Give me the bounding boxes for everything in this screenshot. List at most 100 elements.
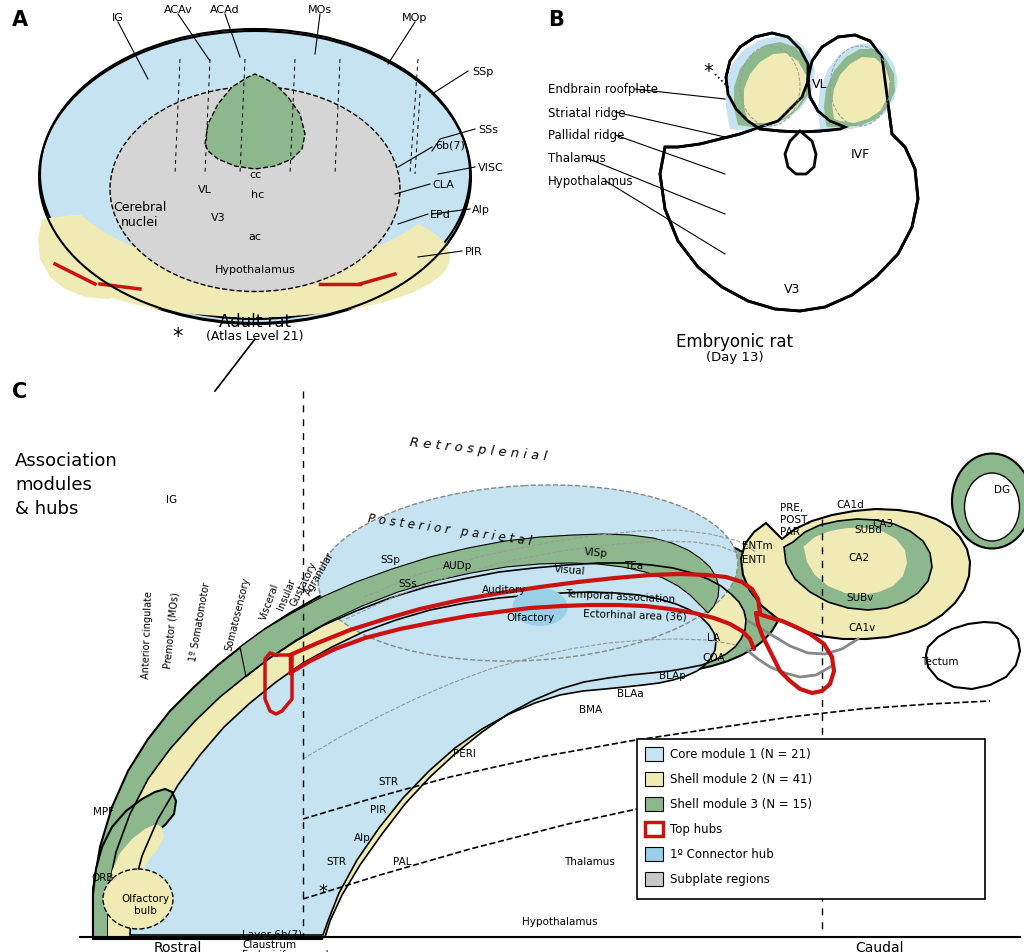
Text: CA1d: CA1d bbox=[836, 500, 864, 509]
Text: ENTl: ENTl bbox=[742, 554, 766, 565]
Text: MOs: MOs bbox=[308, 5, 332, 15]
Text: Anterior cingulate: Anterior cingulate bbox=[141, 590, 155, 679]
FancyBboxPatch shape bbox=[637, 739, 985, 899]
Polygon shape bbox=[726, 37, 815, 132]
Text: Pallidal ridge: Pallidal ridge bbox=[548, 129, 625, 143]
Text: ACAd: ACAd bbox=[210, 5, 240, 15]
Text: Gustatory: Gustatory bbox=[289, 560, 319, 607]
Text: *: * bbox=[703, 63, 713, 82]
Text: MOp: MOp bbox=[402, 13, 428, 23]
Text: Core module 1 (N = 21): Core module 1 (N = 21) bbox=[670, 747, 811, 761]
Text: DG: DG bbox=[994, 485, 1010, 494]
Text: POST,: POST, bbox=[780, 514, 811, 525]
Ellipse shape bbox=[318, 486, 737, 662]
Bar bbox=[645, 847, 663, 862]
Text: Claustrum: Claustrum bbox=[242, 939, 296, 949]
Ellipse shape bbox=[40, 35, 470, 325]
Text: Layer 6b(7): Layer 6b(7) bbox=[242, 929, 302, 939]
Text: Adult rat: Adult rat bbox=[219, 312, 291, 330]
Ellipse shape bbox=[965, 473, 1020, 542]
Polygon shape bbox=[803, 528, 907, 595]
Polygon shape bbox=[130, 592, 716, 935]
Text: SSp: SSp bbox=[472, 67, 494, 77]
Text: SUBv: SUBv bbox=[846, 592, 873, 603]
Ellipse shape bbox=[952, 454, 1024, 549]
Text: PIR: PIR bbox=[465, 247, 482, 257]
Text: V3: V3 bbox=[783, 283, 800, 296]
Text: PAR: PAR bbox=[780, 526, 800, 536]
Polygon shape bbox=[205, 75, 305, 169]
Ellipse shape bbox=[40, 30, 470, 320]
Text: 1º Connector hub: 1º Connector hub bbox=[670, 847, 774, 861]
Text: VL: VL bbox=[812, 78, 827, 91]
Text: Ectorhinal area (36): Ectorhinal area (36) bbox=[583, 607, 687, 621]
Text: AIp: AIp bbox=[472, 205, 489, 215]
Text: PRE,: PRE, bbox=[780, 503, 803, 512]
Text: Hypothalamus: Hypothalamus bbox=[215, 265, 296, 275]
Text: Visceral: Visceral bbox=[259, 582, 282, 621]
Ellipse shape bbox=[512, 588, 567, 626]
Text: Subplate regions: Subplate regions bbox=[670, 873, 770, 885]
Text: R e t r o s p l e n i a l: R e t r o s p l e n i a l bbox=[409, 436, 547, 464]
Ellipse shape bbox=[50, 40, 460, 269]
Text: Tectum: Tectum bbox=[922, 656, 958, 666]
Bar bbox=[645, 797, 663, 811]
Polygon shape bbox=[300, 218, 406, 300]
Text: BLAp: BLAp bbox=[658, 670, 685, 681]
Text: ORB: ORB bbox=[92, 872, 115, 883]
Text: Visual: Visual bbox=[554, 563, 586, 576]
Text: Somatosensory: Somatosensory bbox=[224, 576, 252, 651]
Text: TEa: TEa bbox=[625, 561, 643, 570]
Text: IG: IG bbox=[167, 494, 177, 505]
Polygon shape bbox=[784, 520, 932, 610]
Text: ACAv: ACAv bbox=[164, 5, 193, 15]
Polygon shape bbox=[93, 530, 782, 939]
Text: Insular: Insular bbox=[275, 576, 297, 610]
Text: P o s t e r i o r   p a r i e t a l: P o s t e r i o r p a r i e t a l bbox=[368, 511, 532, 547]
Text: SSs: SSs bbox=[478, 125, 498, 135]
Text: VL: VL bbox=[198, 185, 212, 195]
Text: *: * bbox=[173, 327, 183, 347]
Text: EPd: EPd bbox=[430, 209, 451, 220]
Polygon shape bbox=[240, 534, 719, 677]
Text: IG: IG bbox=[112, 13, 124, 23]
Polygon shape bbox=[660, 34, 918, 311]
Text: V3: V3 bbox=[211, 213, 225, 223]
Text: B: B bbox=[548, 10, 564, 30]
Text: Premotor (MOs): Premotor (MOs) bbox=[163, 590, 181, 668]
Text: A: A bbox=[12, 10, 28, 30]
Text: PAL: PAL bbox=[393, 856, 412, 866]
Bar bbox=[645, 772, 663, 786]
Text: Olfactory
bulb: Olfactory bulb bbox=[121, 893, 169, 915]
Text: ac: ac bbox=[249, 231, 261, 242]
Text: Endbrain roofplate: Endbrain roofplate bbox=[548, 84, 658, 96]
Text: Alp: Alp bbox=[353, 832, 371, 843]
Text: Shell module 2 (N = 41): Shell module 2 (N = 41) bbox=[670, 773, 812, 785]
Text: Olfactory: Olfactory bbox=[506, 612, 554, 623]
Text: PIR: PIR bbox=[370, 804, 386, 814]
Text: VISC: VISC bbox=[478, 163, 504, 173]
Text: (Atlas Level 21): (Atlas Level 21) bbox=[206, 330, 304, 343]
Text: IVF: IVF bbox=[850, 149, 869, 161]
Text: Striatal ridge: Striatal ridge bbox=[548, 107, 626, 119]
Polygon shape bbox=[831, 58, 890, 124]
Bar bbox=[645, 872, 663, 886]
Text: Association
modules
& hubs: Association modules & hubs bbox=[15, 452, 118, 517]
Text: STR: STR bbox=[326, 856, 346, 866]
Text: PERI: PERI bbox=[453, 748, 475, 758]
Text: C: C bbox=[12, 382, 28, 402]
Polygon shape bbox=[818, 44, 898, 132]
Polygon shape bbox=[926, 623, 1020, 689]
Text: hc: hc bbox=[251, 189, 264, 200]
Polygon shape bbox=[744, 54, 806, 124]
Text: cc: cc bbox=[249, 169, 261, 180]
Text: SUBd: SUBd bbox=[854, 525, 882, 534]
Text: Top hubs: Top hubs bbox=[670, 823, 722, 836]
Text: 6b(7): 6b(7) bbox=[435, 140, 465, 149]
Polygon shape bbox=[108, 824, 164, 937]
Polygon shape bbox=[38, 215, 158, 300]
Text: AUDp: AUDp bbox=[443, 561, 473, 570]
Text: Hypothalamus: Hypothalamus bbox=[548, 175, 634, 188]
Polygon shape bbox=[741, 509, 970, 640]
Polygon shape bbox=[824, 50, 895, 128]
